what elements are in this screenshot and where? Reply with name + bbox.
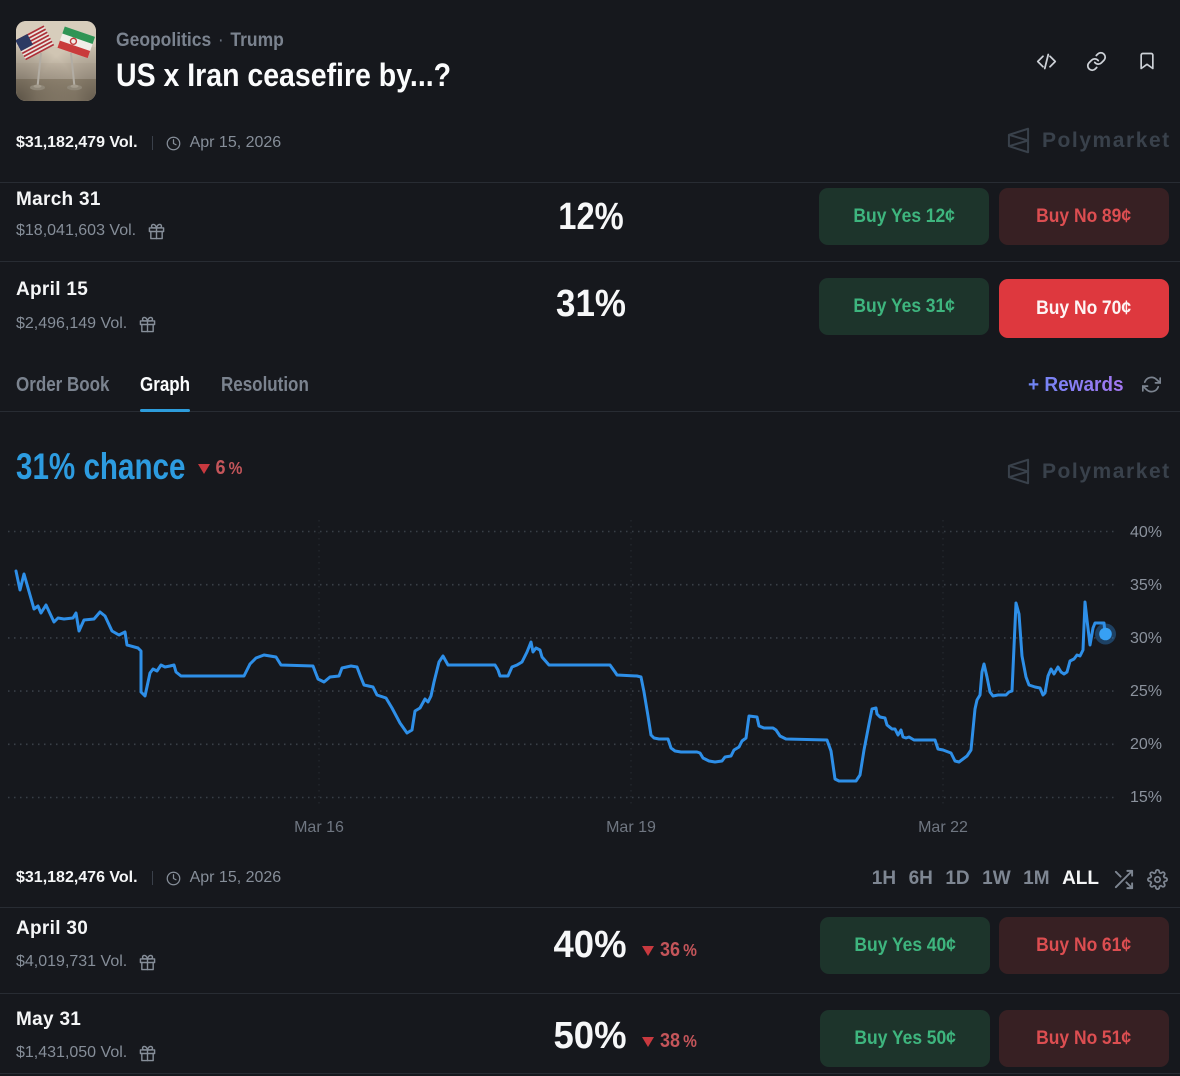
svg-text:40%: 40% <box>1130 524 1162 541</box>
svg-text:20%: 20% <box>1130 736 1162 753</box>
svg-text:30%: 30% <box>1130 630 1162 647</box>
svg-text:25%: 25% <box>1130 683 1162 700</box>
svg-text:35%: 35% <box>1130 577 1162 594</box>
svg-text:Mar 22: Mar 22 <box>918 819 968 836</box>
svg-text:Mar 16: Mar 16 <box>294 819 344 836</box>
svg-text:15%: 15% <box>1130 789 1162 806</box>
svg-text:Mar 19: Mar 19 <box>606 819 656 836</box>
